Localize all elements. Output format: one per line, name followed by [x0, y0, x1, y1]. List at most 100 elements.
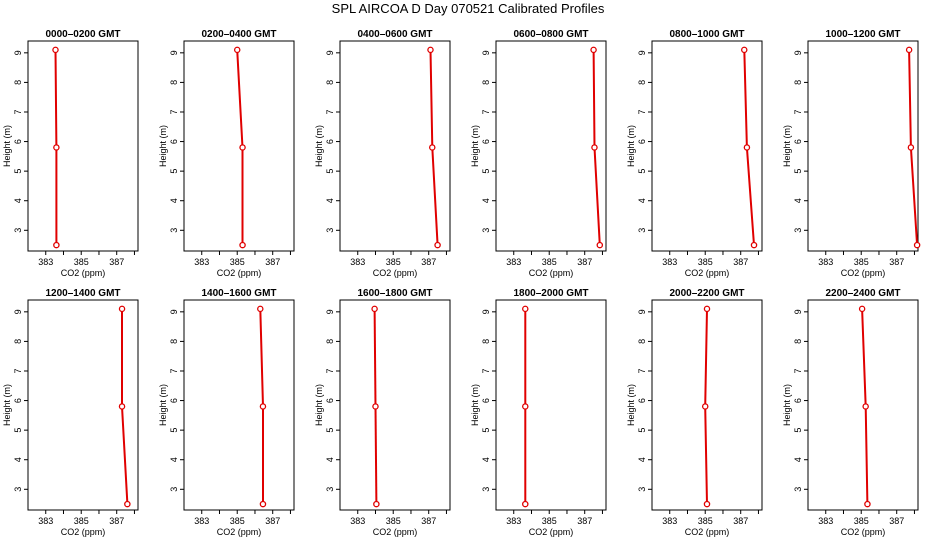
y-tick-label: 4: [793, 457, 803, 462]
y-axis-label: Height (m): [470, 384, 480, 426]
y-tick-label: 8: [481, 80, 491, 85]
y-axis-label: Height (m): [782, 384, 792, 426]
plot-frame: [27, 299, 139, 511]
y-tick-label: 3: [481, 487, 491, 492]
y-tick-label: 5: [169, 169, 179, 174]
data-point: [907, 144, 915, 151]
x-axis-label: CO2 (ppm): [61, 268, 106, 278]
data-point: [118, 305, 126, 313]
y-tick-label: 3: [637, 487, 647, 492]
y-tick-label: 5: [325, 169, 335, 174]
y-axis-label: Height (m): [314, 125, 324, 167]
y-tick-label: 8: [793, 80, 803, 85]
y-axis-label: Height (m): [782, 125, 792, 167]
y-tick-label: 5: [793, 428, 803, 433]
x-tick-label: 385: [542, 257, 557, 267]
y-tick-label: 5: [637, 169, 647, 174]
data-point: [701, 403, 709, 410]
x-tick-label: 385: [230, 516, 245, 526]
x-axis-label: CO2 (ppm): [373, 527, 418, 537]
x-tick-label: 383: [38, 257, 53, 267]
data-point: [862, 403, 869, 410]
panel-title: 2000–2200 GMT: [669, 288, 744, 299]
y-tick-label: 8: [481, 339, 491, 344]
y-axis-label: Height (m): [158, 384, 168, 426]
y-axis-label: Height (m): [2, 384, 12, 426]
data-point: [591, 144, 598, 151]
y-tick-label: 3: [13, 228, 23, 233]
data-point: [373, 500, 380, 508]
y-tick-label: 4: [481, 457, 491, 462]
y-tick-label: 9: [13, 50, 23, 55]
x-tick-label: 387: [577, 516, 592, 526]
y-tick-label: 7: [13, 368, 23, 373]
y-tick-label: 4: [793, 198, 803, 203]
y-axis-label: Height (m): [470, 125, 480, 167]
y-tick-label: 7: [481, 368, 491, 373]
x-tick-label: 387: [733, 516, 748, 526]
panel-title: 1800–2000 GMT: [513, 288, 588, 299]
x-tick-label: 387: [265, 516, 280, 526]
y-tick-label: 9: [169, 50, 179, 55]
x-tick-label: 385: [698, 516, 713, 526]
data-point: [233, 46, 241, 54]
x-tick-label: 387: [577, 257, 592, 267]
y-tick-label: 7: [637, 109, 647, 114]
y-tick-label: 4: [481, 198, 491, 203]
y-tick-label: 4: [325, 198, 335, 203]
y-axis-label: Height (m): [158, 125, 168, 167]
y-tick-label: 4: [325, 457, 335, 462]
y-tick-label: 8: [637, 80, 647, 85]
data-point: [743, 144, 751, 151]
panel-title: 2200–2400 GMT: [825, 288, 900, 299]
y-tick-label: 6: [793, 139, 803, 144]
y-tick-label: 5: [13, 169, 23, 174]
data-point: [53, 241, 60, 249]
x-tick-label: 385: [386, 257, 401, 267]
data-point: [522, 500, 529, 508]
x-axis-label: CO2 (ppm): [685, 527, 730, 537]
y-axis-label: Height (m): [626, 125, 636, 167]
panel-title: 0000–0200 GMT: [45, 29, 120, 40]
x-tick-label: 383: [506, 516, 521, 526]
y-tick-label: 4: [13, 198, 23, 203]
data-point: [239, 241, 246, 249]
y-tick-label: 7: [793, 368, 803, 373]
x-axis-label: CO2 (ppm): [61, 527, 106, 537]
data-point: [427, 46, 434, 54]
y-tick-label: 9: [325, 50, 335, 55]
data-point: [53, 144, 60, 151]
plot-frame: [651, 40, 763, 252]
panel-title: 1600–1800 GMT: [357, 288, 432, 299]
y-tick-label: 9: [793, 309, 803, 314]
panel-title: 0400–0600 GMT: [357, 29, 432, 40]
x-axis-label: CO2 (ppm): [685, 268, 730, 278]
x-tick-label: 383: [194, 516, 209, 526]
y-tick-label: 6: [481, 398, 491, 403]
y-tick-label: 8: [325, 339, 335, 344]
y-tick-label: 4: [13, 457, 23, 462]
x-tick-label: 383: [818, 257, 833, 267]
plot-frame: [339, 40, 451, 252]
x-tick-label: 385: [542, 516, 557, 526]
x-tick-label: 385: [74, 516, 89, 526]
x-tick-label: 383: [662, 516, 677, 526]
x-tick-label: 387: [421, 257, 436, 267]
y-tick-label: 4: [169, 198, 179, 203]
y-tick-label: 7: [169, 109, 179, 114]
x-axis-label: CO2 (ppm): [217, 268, 262, 278]
plot-frame: [339, 299, 451, 511]
data-point: [741, 46, 748, 54]
y-tick-label: 6: [13, 139, 23, 144]
data-point: [118, 403, 126, 410]
data-point: [590, 46, 597, 54]
x-tick-label: 387: [733, 257, 748, 267]
y-tick-label: 4: [637, 457, 647, 462]
